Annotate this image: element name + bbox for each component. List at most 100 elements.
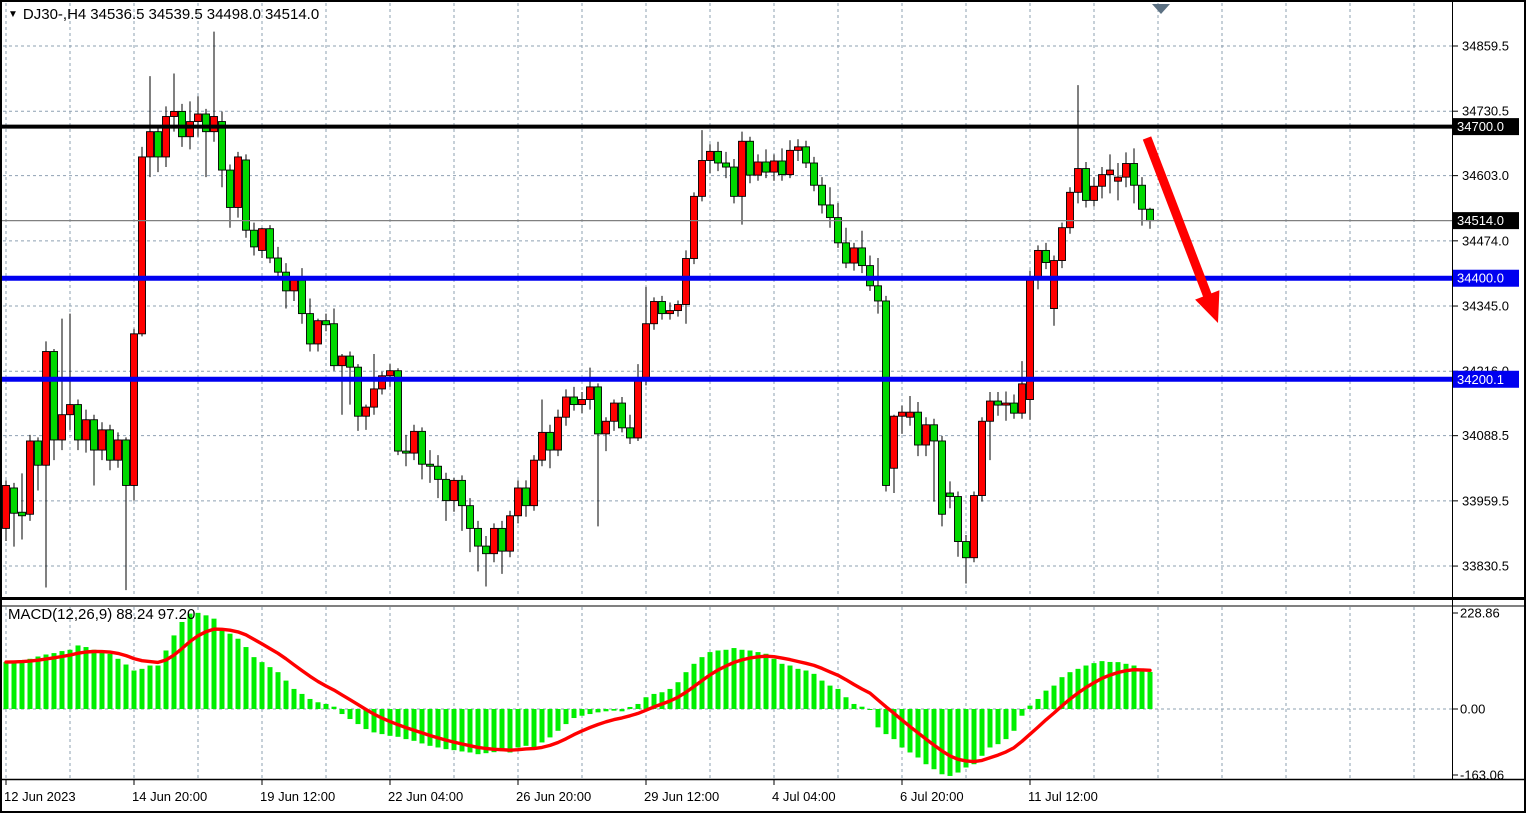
macd-histogram-bar [235,638,241,709]
macd-histogram-bar [59,651,65,709]
candle [1058,227,1066,261]
candle [650,301,658,325]
candle [154,131,162,158]
macd-histogram-bar [443,709,449,750]
macd-histogram-bar [971,709,977,765]
candle [450,479,458,502]
level-price-label: 34700.0 [1457,119,1504,134]
macd-histogram-bar [723,649,729,709]
candle [962,541,970,559]
candle [802,146,810,164]
candle [722,162,730,168]
candle [546,431,554,451]
macd-histogram-bar [491,709,497,753]
low-value: 34498.0 [206,6,261,23]
candle [586,386,594,400]
price-tick-label: 33830.5 [1462,559,1509,574]
macd-histogram-bar [243,647,249,709]
candle [290,279,298,292]
macd-histogram-bar [75,645,81,709]
macd-signal-value: 97.20 [157,606,196,623]
candle [418,430,426,465]
macd-histogram-bar [379,709,385,735]
macd-axis: 228.860.00-163.06 [1452,606,1504,783]
open-value: 34536.5 [90,6,145,23]
candle [882,300,890,486]
macd-histogram-bar [523,709,529,746]
level-price-box [1453,370,1519,388]
candle [1042,249,1050,264]
candle [202,113,210,133]
candle [786,149,794,176]
chart-shift-marker-icon[interactable] [1152,4,1170,14]
annotations[interactable] [1142,4,1220,323]
candle [618,402,626,429]
macd-histogram-bar [571,709,577,719]
candle [386,370,394,377]
symbol-dropdown-icon[interactable]: ▼ [8,9,18,20]
level-lines[interactable]: 34700.0 34400.0 34200.1 [2,118,1519,388]
macd-histogram-bar [107,653,113,709]
candle [122,439,130,486]
macd-histogram-bar [355,709,361,725]
macd-tick-label: 0.00 [1460,702,1485,717]
candle [538,431,546,461]
candle [114,439,122,461]
macd-histogram-bar [987,709,993,748]
macd-histogram-bar [1147,671,1153,709]
candle [490,527,498,555]
candle [874,285,882,302]
candle [74,404,82,441]
candle [794,146,802,151]
macd-histogram-bar [819,680,825,709]
time-tick-label: 12 Jun 2023 [4,789,76,804]
current-price-box [1453,212,1519,230]
candle [658,301,666,315]
candle [90,419,98,451]
macd-histogram-bar [979,709,985,756]
candle [474,527,482,547]
candle [922,424,930,446]
candle [234,156,242,208]
level-price-label: 34200.1 [1457,372,1504,387]
candle [1034,249,1042,280]
macd-histogram-bar [19,660,25,709]
macd-histogram-bar [179,621,185,709]
candle [98,429,106,451]
candle [226,169,234,208]
macd-histogram-bar [1003,709,1009,740]
macd-histogram-bar [339,709,345,715]
macd-histogram-bar [1011,709,1017,731]
candle [850,247,858,264]
macd-histogram-bar [51,653,57,709]
macd-histogram-bar [1123,663,1129,709]
macd-histogram-bar [827,685,833,709]
macd-histogram-bar [627,706,633,709]
macd-histogram-bar [43,654,49,709]
macd-histogram-bar [763,653,769,709]
macd-indicator-title: MACD(12,26,9) 88.24 97.20 [8,606,199,623]
macd-histogram-bar [299,693,305,709]
macd-histogram-bar [1067,672,1073,709]
candle [18,511,26,517]
candle [762,161,770,173]
candle [458,479,466,507]
candle [554,416,562,451]
candle [842,242,850,264]
macd-histogram-bar [923,709,929,765]
macd-histogram-bar [755,652,761,709]
candle [690,195,698,259]
macd-histogram-bar [467,709,473,753]
macd-histogram-bar [371,709,377,733]
macd-histogram-bar [411,709,417,741]
candle [1066,191,1074,229]
down-arrow-icon[interactable] [1195,290,1220,323]
level-price-label: 34400.0 [1457,271,1504,286]
macd-histogram-bar [275,672,281,709]
macd-histogram-bar [163,650,169,709]
macd-histogram-bar [547,709,553,738]
time-tick-label: 22 Jun 04:00 [388,789,463,804]
macd-histogram-bar [803,670,809,709]
candles-layer [2,31,1154,591]
